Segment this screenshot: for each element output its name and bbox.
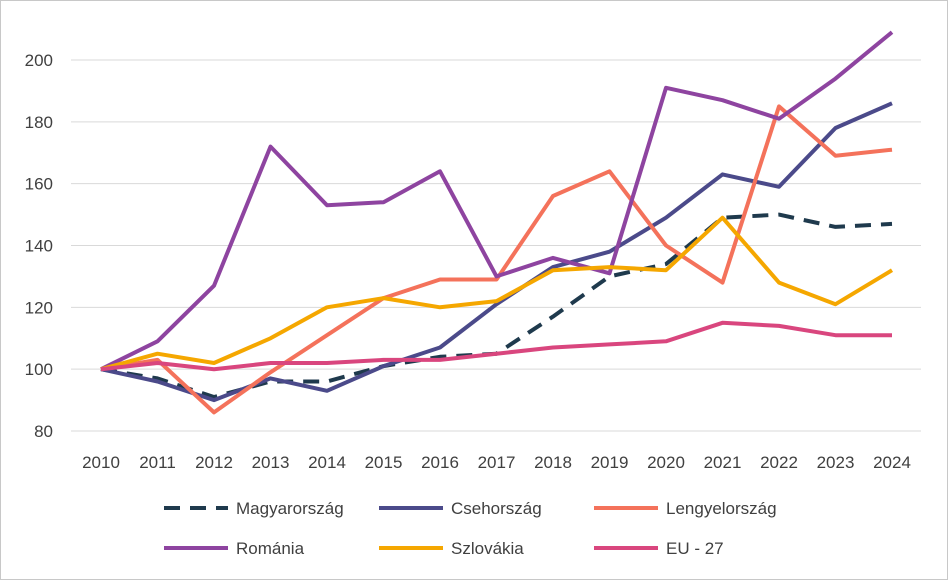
y-tick-label: 160: [25, 175, 53, 194]
y-tick-label: 200: [25, 51, 53, 70]
x-tick-label: 2011: [139, 453, 176, 472]
gridlines: [71, 59, 921, 432]
x-tick-label: 2012: [195, 453, 233, 472]
series-line-szlov-kia: [100, 215, 894, 372]
legend-item: Románia: [164, 539, 305, 558]
x-tick-label: 2022: [760, 453, 798, 472]
series-line-eu-27: [100, 320, 892, 372]
y-tick-label: 140: [25, 237, 53, 256]
legend-item: Magyarország: [164, 499, 344, 518]
x-tick-label: 2014: [308, 453, 346, 472]
legend-item: Lengyelország: [594, 499, 777, 518]
x-tick-label: 2021: [704, 453, 742, 472]
x-axis-ticks: 2010 2011 2012 2013 2014 2015 2016 2017 2018 2019…: [82, 453, 911, 472]
legend-label: Románia: [236, 539, 305, 558]
legend-label: EU - 27: [666, 539, 724, 558]
x-tick-label: 2017: [478, 453, 516, 472]
x-tick-label: 2018: [534, 453, 572, 472]
legend-label: Lengyelország: [666, 499, 777, 518]
legend-item: Csehország: [379, 499, 542, 518]
x-tick-label: 2024: [873, 453, 911, 472]
legend-label: Szlovákia: [451, 539, 524, 558]
series-line-csehorsz-g: [100, 101, 893, 403]
series-lines: [100, 30, 894, 415]
y-axis-ticks: 80 100 120 140 160 180 200: [25, 51, 53, 441]
series-line-lengyelorsz-g: [100, 104, 893, 415]
series-line-rom-nia: [100, 30, 894, 371]
legend-label: Csehország: [451, 499, 542, 518]
y-tick-label: 180: [25, 113, 53, 132]
x-tick-label: 2016: [421, 453, 459, 472]
x-tick-label: 2015: [365, 453, 403, 472]
x-tick-label: 2020: [647, 453, 685, 472]
x-tick-label: 2010: [82, 453, 120, 472]
legend-item: EU - 27: [594, 539, 724, 558]
y-tick-label: 120: [25, 298, 53, 317]
y-tick-label: 100: [25, 360, 53, 379]
x-tick-label: 2019: [591, 453, 629, 472]
legend-item: Szlovákia: [379, 539, 524, 558]
legend-label: Magyarország: [236, 499, 344, 518]
x-tick-label: 2023: [817, 453, 855, 472]
legend: Magyarország Csehország Lengyelország Román…: [164, 499, 777, 558]
y-tick-label: 80: [34, 422, 53, 441]
x-tick-label: 2013: [252, 453, 290, 472]
